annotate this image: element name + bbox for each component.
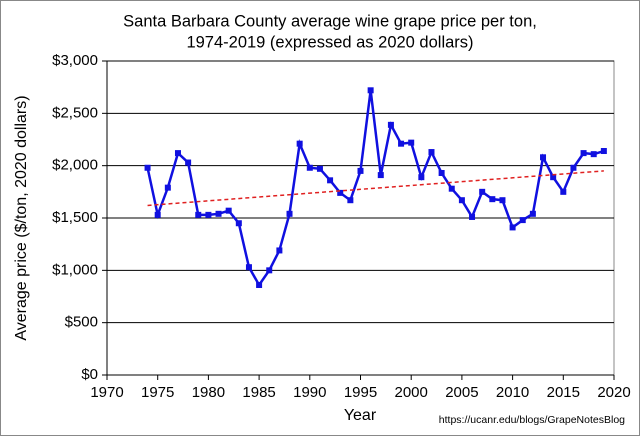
data-point (560, 188, 567, 195)
data-point (550, 174, 557, 181)
data-point (448, 185, 455, 192)
data-point (235, 220, 242, 227)
data-point (458, 197, 465, 204)
data-point (185, 159, 192, 166)
data-point (570, 164, 577, 171)
data-point (489, 196, 496, 203)
x-tick-label: 2015 (547, 384, 580, 401)
y-tick-label: $2,500 (52, 104, 98, 121)
data-point (529, 210, 536, 217)
x-tick-label: 2010 (496, 384, 529, 401)
trend-line (147, 170, 604, 207)
data-point (347, 197, 354, 204)
data-point (469, 213, 476, 220)
data-point (144, 164, 151, 171)
data-point (367, 87, 374, 94)
data-point (316, 165, 323, 172)
data-point (600, 148, 607, 155)
y-axis-title: Average price ($/ton, 2020 dollars) (13, 95, 30, 340)
data-point (580, 150, 587, 157)
x-tick-label: 2005 (445, 384, 478, 401)
source-note: https://ucanr.edu/blogs/GrapeNotesBlog (439, 414, 625, 426)
data-point (205, 211, 212, 218)
data-point (245, 264, 252, 271)
x-tick-label: 1975 (141, 384, 174, 401)
x-tick-label: 1990 (293, 384, 326, 401)
data-point (266, 267, 273, 274)
data-point (327, 177, 334, 184)
data-point (590, 151, 597, 158)
chart-title: Santa Barbara County average wine grape … (123, 12, 537, 30)
x-tick-label: 1995 (344, 384, 377, 401)
data-point (438, 169, 445, 176)
data-point (256, 281, 263, 288)
x-tick-label: 1970 (90, 384, 123, 401)
data-point (357, 167, 364, 174)
x-tick-label: 2000 (395, 384, 428, 401)
x-tick-label: 1980 (192, 384, 225, 401)
y-tick-label: $2,000 (52, 157, 98, 174)
data-point (540, 154, 547, 161)
data-point (398, 140, 405, 147)
data-point (377, 172, 384, 179)
data-point (509, 224, 516, 231)
chart-title: 1974-2019 (expressed as 2020 dollars) (186, 33, 473, 51)
y-tick-label: $0 (81, 366, 98, 383)
data-point (418, 174, 425, 181)
data-point (286, 210, 293, 217)
y-tick-label: $3,000 (52, 52, 98, 69)
data-point (195, 211, 202, 218)
data-point (408, 139, 415, 146)
data-line (146, 90, 605, 288)
data-point (387, 121, 394, 128)
x-axis-title: Year (344, 407, 377, 424)
data-point (215, 210, 222, 217)
x-tick-label: 1985 (242, 384, 275, 401)
y-tick-label: $1,000 (52, 261, 98, 278)
y-tick-label: $500 (65, 314, 98, 331)
y-tick-label: $1,500 (52, 209, 98, 226)
data-point (174, 150, 181, 157)
data-point (428, 149, 435, 156)
data-point (225, 207, 232, 214)
data-point (164, 184, 171, 191)
x-tick-label: 2020 (597, 384, 630, 401)
data-point (519, 217, 526, 224)
data-point (154, 211, 161, 218)
data-point (479, 188, 486, 195)
data-point (296, 140, 303, 147)
data-point (306, 164, 313, 171)
data-point (499, 197, 506, 204)
data-point (276, 247, 283, 254)
data-point (337, 189, 344, 196)
